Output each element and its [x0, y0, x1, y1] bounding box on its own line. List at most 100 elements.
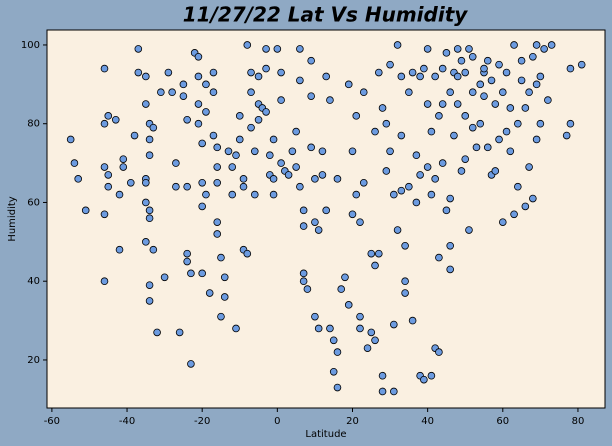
point — [401, 277, 409, 286]
point — [164, 68, 173, 77]
point — [386, 60, 394, 69]
point — [232, 151, 240, 160]
point — [536, 72, 545, 81]
point — [145, 206, 154, 215]
point — [435, 253, 443, 262]
point — [359, 178, 368, 187]
point — [292, 127, 300, 136]
point — [532, 41, 541, 49]
point — [502, 68, 511, 77]
point — [468, 88, 477, 97]
point — [397, 131, 406, 140]
point — [514, 119, 522, 128]
point — [453, 72, 462, 81]
point — [266, 151, 274, 160]
point — [318, 147, 327, 156]
point — [119, 155, 128, 163]
point — [378, 371, 387, 380]
point — [356, 324, 364, 333]
point — [187, 269, 195, 278]
point — [198, 202, 206, 211]
point — [453, 45, 462, 53]
point — [318, 171, 327, 179]
point — [337, 285, 346, 293]
point — [446, 241, 454, 250]
point — [438, 100, 447, 108]
x-tick-label: -40 — [119, 416, 135, 427]
point — [386, 147, 394, 156]
point — [371, 127, 379, 136]
point — [145, 297, 154, 305]
point — [303, 285, 312, 293]
x-tick-label: 60 — [496, 416, 509, 427]
point — [352, 112, 361, 120]
y-tick-label: 100 — [21, 40, 40, 51]
point — [100, 210, 109, 219]
point — [487, 76, 496, 85]
point — [134, 68, 143, 77]
point — [566, 64, 575, 73]
point — [311, 175, 319, 183]
point — [367, 249, 376, 258]
point — [172, 159, 180, 167]
point — [262, 45, 270, 53]
point — [217, 253, 225, 262]
point — [333, 348, 342, 356]
point — [390, 387, 398, 396]
point — [544, 96, 552, 104]
point — [431, 175, 439, 183]
point — [408, 68, 417, 77]
point — [363, 344, 372, 352]
point — [514, 182, 522, 191]
point — [495, 60, 503, 69]
point — [74, 175, 82, 183]
point — [172, 182, 180, 191]
point — [356, 218, 364, 226]
point — [104, 112, 113, 120]
point — [491, 167, 500, 175]
point — [322, 72, 330, 81]
point — [220, 273, 229, 282]
point — [247, 88, 255, 97]
point — [525, 163, 533, 171]
point — [329, 336, 338, 345]
point — [521, 202, 530, 211]
point — [393, 41, 402, 49]
point — [250, 147, 259, 156]
point — [81, 206, 90, 215]
point — [442, 206, 451, 215]
point — [269, 175, 278, 183]
point — [393, 226, 402, 234]
point — [130, 131, 139, 140]
point — [446, 194, 454, 203]
point — [100, 277, 109, 286]
point — [457, 167, 466, 175]
point — [247, 68, 255, 77]
point — [420, 375, 428, 384]
point — [254, 72, 263, 81]
point — [390, 320, 398, 329]
point — [209, 68, 218, 77]
point — [284, 171, 293, 179]
point — [438, 64, 447, 73]
point — [126, 178, 135, 187]
point — [540, 45, 548, 53]
point — [288, 147, 297, 156]
point — [198, 139, 206, 148]
point — [476, 119, 485, 128]
point — [326, 324, 334, 333]
point — [480, 64, 488, 73]
x-tick-label: 20 — [346, 416, 359, 427]
point — [491, 100, 500, 108]
point — [239, 175, 248, 183]
point — [269, 190, 278, 199]
point — [378, 387, 387, 396]
point — [224, 147, 233, 156]
point — [423, 163, 432, 171]
point — [483, 56, 492, 65]
point — [66, 135, 75, 144]
point — [510, 41, 518, 49]
point — [277, 68, 285, 77]
y-tick-label: 40 — [27, 276, 40, 287]
